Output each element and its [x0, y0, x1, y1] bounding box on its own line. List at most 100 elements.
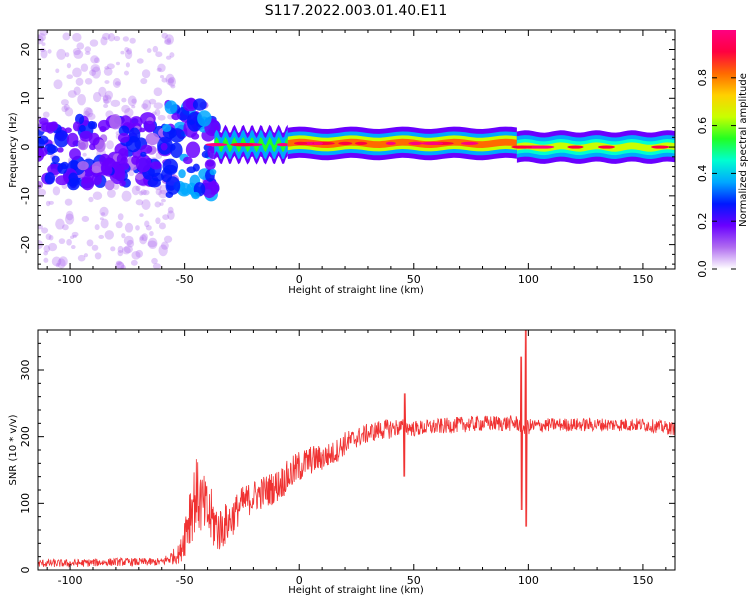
spectrogram-blob: [161, 32, 168, 39]
figure-title: S117.2022.003.01.40.E11: [265, 3, 448, 19]
spectrogram-blob: [72, 32, 82, 42]
spectrogram-blob: [98, 234, 105, 240]
spectrogram-blob: [120, 264, 126, 269]
spectrogram-blob: [64, 198, 73, 206]
spectrogram-blob: [150, 161, 162, 170]
spectrogram-hotspot: [338, 141, 353, 146]
spectrogram-blob: [48, 200, 54, 205]
spectrogram-blob: [126, 239, 135, 248]
spectrogram-blob: [101, 212, 106, 216]
spectrogram-blob: [128, 170, 135, 177]
spectrogram-blob: [135, 173, 144, 180]
spectrogram-blob: [167, 78, 174, 84]
spectrogram-blob: [145, 224, 152, 231]
spectrogram-blob: [101, 32, 111, 41]
spectrogram-xlabel: Height of straight line (km): [288, 285, 424, 296]
spectrogram-xtick-label: 100: [518, 273, 539, 286]
spectrogram-blob: [125, 62, 130, 68]
spectrogram-blob: [65, 210, 74, 221]
spectrogram-blob: [162, 124, 172, 133]
spectrogram-blob: [38, 224, 44, 230]
spectrogram-blob: [39, 30, 49, 36]
spectrogram-blob: [138, 190, 144, 196]
spectrogram-blob: [62, 32, 71, 41]
spectrogram-blob: [72, 121, 81, 132]
spectrogram-blob: [57, 162, 68, 174]
spectrogram-blob: [62, 224, 69, 231]
spectrogram-blob: [86, 239, 94, 247]
spectrogram-feature: [287, 126, 517, 161]
spectrogram-blob: [139, 127, 146, 133]
spectrogram-blob: [91, 172, 102, 186]
snr-xlabel: Height of straight line (km): [288, 585, 424, 596]
spectrogram-blob: [157, 63, 166, 73]
spectrogram-blob: [60, 99, 69, 106]
spectrogram-blob: [103, 98, 109, 104]
spectrogram-blob: [45, 233, 52, 241]
spectrogram-blob: [159, 202, 164, 206]
spectrogram-blob: [178, 169, 186, 179]
spectrogram-hotspot: [511, 145, 533, 149]
colorbar-tick-label: 0.8: [696, 69, 709, 87]
spectrogram-hotspot: [598, 145, 615, 149]
spectrogram-blob: [55, 262, 60, 268]
spectrogram-blob: [183, 156, 193, 165]
spectrogram-blob: [116, 153, 127, 165]
spectrogram-blob: [109, 114, 122, 130]
spectrogram-blob: [92, 191, 103, 200]
spectrogram-blob: [155, 51, 163, 58]
spectrogram-blob: [82, 152, 87, 157]
snr-xtick-label: -50: [176, 574, 194, 587]
snr-ytick-label: 100: [19, 493, 32, 514]
spectrogram-blob: [43, 245, 51, 253]
spectrogram-blob: [140, 189, 147, 196]
spectrogram-blob: [141, 233, 148, 242]
spectrogram-blob: [85, 51, 91, 55]
spectrogram-blob: [86, 112, 96, 121]
spectrogram-blob: [99, 217, 104, 221]
snr-xtick-label: 50: [407, 574, 421, 587]
spectrogram-blob: [119, 179, 126, 187]
spectrogram-hotspot: [313, 141, 323, 146]
spectrogram-feature: [511, 130, 675, 164]
spectrogram-blob: [123, 245, 133, 254]
colorbar-tick-label: 0.2: [696, 212, 709, 230]
spectrogram-blob: [112, 77, 121, 88]
spectrogram-blob: [144, 220, 150, 228]
spectrogram-blob: [152, 263, 161, 269]
colorbar-tick-label: 0.4: [696, 165, 709, 183]
spectrogram-blob: [42, 111, 50, 118]
spectrogram-blob: [43, 250, 49, 256]
snr-xtick-label: 100: [518, 574, 539, 587]
spectrogram-blob: [71, 231, 79, 237]
colorbar-gradient: [712, 30, 736, 269]
spectrogram-blob: [73, 86, 81, 96]
spectrogram-blob: [121, 97, 127, 103]
spectrogram-blob: [121, 104, 131, 113]
spectrogram-blob: [40, 122, 55, 133]
spectrogram-blob: [100, 36, 108, 46]
spectrogram-blob: [115, 260, 122, 266]
spectrogram-blob: [129, 37, 136, 44]
spectrogram-blob: [201, 177, 218, 199]
snr-xtick-label: 0: [296, 574, 303, 587]
spectrogram-blob: [191, 191, 200, 200]
spectrogram-blob: [103, 103, 109, 109]
colorbar-tick-label: 0.6: [696, 117, 709, 135]
spectrogram-blob: [164, 34, 174, 46]
snr-ylabel: SNR (10 * v/v): [8, 414, 19, 485]
spectrogram-blob: [159, 74, 165, 79]
spectrogram-blob: [38, 137, 45, 150]
spectrogram-blob: [88, 196, 94, 203]
spectrogram-blob: [141, 103, 149, 109]
spectrogram-blob: [151, 257, 158, 265]
spectrogram-blob: [69, 148, 81, 161]
spectrogram-blob: [135, 249, 144, 258]
snr-background: [38, 330, 675, 570]
colorbar-label: Normalized spectral amplitude: [738, 73, 749, 227]
spectrogram-blob: [167, 210, 175, 221]
spectrogram-blob: [124, 107, 134, 118]
spectrogram-blob: [48, 242, 58, 252]
